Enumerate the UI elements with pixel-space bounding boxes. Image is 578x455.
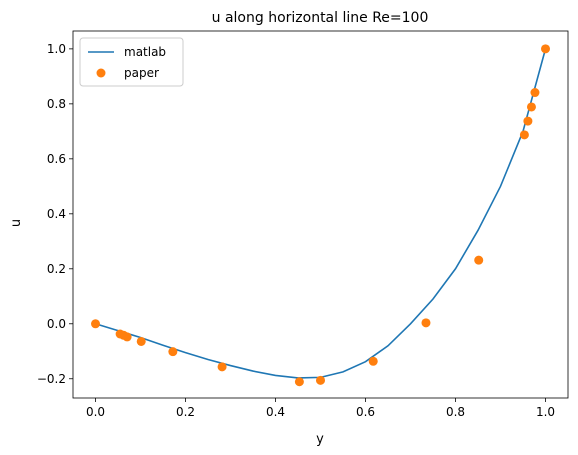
series-point-paper <box>523 116 533 126</box>
series-point-paper <box>530 88 540 98</box>
series-point-paper <box>294 377 304 387</box>
chart-title: u along horizontal line Re=100 <box>212 10 429 26</box>
y-tick-label: 0.0 <box>47 317 66 331</box>
y-tick-label: 0.6 <box>47 152 66 166</box>
y-tick-label: 1.0 <box>47 42 66 56</box>
axes-frame <box>72 30 569 399</box>
y-axis: −0.2 0.0 0.2 0.4 0.6 0.8 1.0 <box>37 42 73 386</box>
series-line-matlab <box>95 48 547 379</box>
x-tick-label: 0.6 <box>356 405 375 419</box>
y-tick-label: 0.2 <box>47 262 66 276</box>
y-tick-label: 0.8 <box>47 97 66 111</box>
legend-label: paper <box>124 66 159 80</box>
series-point-paper <box>122 332 132 342</box>
series-point-paper <box>217 362 227 372</box>
x-axis: 0.0 0.2 0.4 0.6 0.8 1.0 <box>86 398 555 419</box>
y-tick-label: 0.4 <box>47 207 66 221</box>
x-tick-label: 0.0 <box>86 405 105 419</box>
plot-series <box>91 44 550 387</box>
series-point-paper <box>368 356 378 366</box>
y-tick-label: −0.2 <box>37 372 66 386</box>
series-point-paper <box>519 130 529 140</box>
series-point-paper <box>316 375 325 385</box>
series-point-paper <box>541 44 550 54</box>
x-tick-label: 0.4 <box>266 405 285 419</box>
series-point-paper <box>421 318 431 328</box>
x-tick-label: 1.0 <box>536 405 555 419</box>
series-point-paper <box>474 255 484 265</box>
legend: matlab paper <box>79 37 184 87</box>
legend-label: matlab <box>124 45 166 59</box>
x-axis-label: y <box>316 432 324 447</box>
series-point-paper <box>136 336 146 346</box>
series-point-paper <box>91 319 100 329</box>
legend-box <box>79 37 184 87</box>
y-axis-label: u <box>9 219 24 227</box>
series-point-paper <box>168 347 178 357</box>
x-tick-label: 0.2 <box>176 405 195 419</box>
legend-marker-swatch <box>96 68 106 78</box>
x-tick-label: 0.8 <box>446 405 465 419</box>
series-point-paper <box>526 102 536 112</box>
